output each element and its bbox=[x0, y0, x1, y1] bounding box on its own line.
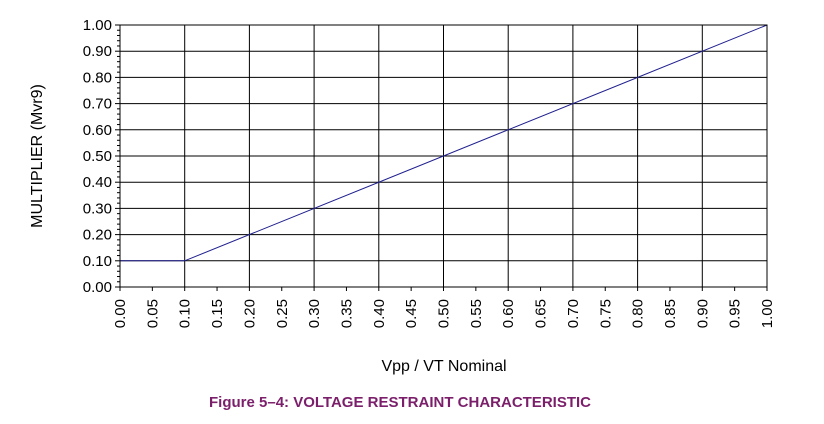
x-tick-label: 1.00 bbox=[759, 299, 776, 328]
y-tick-label: 0.90 bbox=[83, 43, 112, 60]
y-tick-labels: 0.00 0.10 0.20 0.30 0.40 0.50 0.60 0.70 0.80 0.90… bbox=[83, 17, 112, 296]
x-tick-label: 0.85 bbox=[662, 299, 679, 328]
y-tick-label: 0.50 bbox=[83, 148, 112, 165]
x-tick-label: 0.40 bbox=[371, 299, 388, 328]
y-tick-label: 0.60 bbox=[83, 122, 112, 139]
x-tick-label: 0.10 bbox=[177, 299, 194, 328]
x-tick-label: 0.65 bbox=[533, 299, 550, 328]
x-tick-label: 0.05 bbox=[144, 299, 161, 328]
y-tick-label: 0.30 bbox=[83, 200, 112, 217]
plot-frame bbox=[119, 24, 768, 288]
y-tick-label: 0.70 bbox=[83, 96, 112, 113]
y-tick-label: 0.10 bbox=[83, 253, 112, 270]
x-tick-label: 0.55 bbox=[468, 299, 485, 328]
y-tick-label: 0.80 bbox=[83, 69, 112, 86]
x-tick-label: 0.20 bbox=[241, 299, 258, 328]
x-axis-title: Vpp / VT Nominal bbox=[381, 358, 506, 375]
x-tick-label: 0.60 bbox=[500, 299, 517, 328]
y-tick-label: 0.40 bbox=[83, 174, 112, 191]
y-tick-label: 0.00 bbox=[83, 279, 112, 296]
x-tick-label: 0.80 bbox=[630, 299, 647, 328]
y-tick-label: 0.20 bbox=[83, 227, 112, 244]
x-tick-label: 0.50 bbox=[436, 299, 453, 328]
figure-caption: Figure 5–4: VOLTAGE RESTRAINT CHARACTERI… bbox=[209, 394, 591, 411]
x-tick-label: 0.90 bbox=[694, 299, 711, 328]
x-tick-label: 0.25 bbox=[274, 299, 291, 328]
x-tick-labels: 0.00 0.05 0.10 0.15 0.20 0.25 0.30 0.35 0.40 0.45… bbox=[112, 299, 776, 328]
x-tick-label: 0.75 bbox=[597, 299, 614, 328]
x-tick-label: 0.15 bbox=[209, 299, 226, 328]
series-layer bbox=[120, 24, 768, 262]
x-tick-label: 0.35 bbox=[338, 299, 355, 328]
y-tick-label: 1.00 bbox=[83, 17, 112, 34]
x-tick-label: 0.45 bbox=[403, 299, 420, 328]
x-tick-label: 0.95 bbox=[727, 299, 744, 328]
series-line bbox=[120, 24, 768, 262]
x-tick-label: 0.70 bbox=[565, 299, 582, 328]
y-axis-title: MULTIPLIER (Mvr9) bbox=[29, 84, 46, 228]
x-tick-label: 0.00 bbox=[112, 299, 129, 328]
x-tick-label: 0.30 bbox=[306, 299, 323, 328]
